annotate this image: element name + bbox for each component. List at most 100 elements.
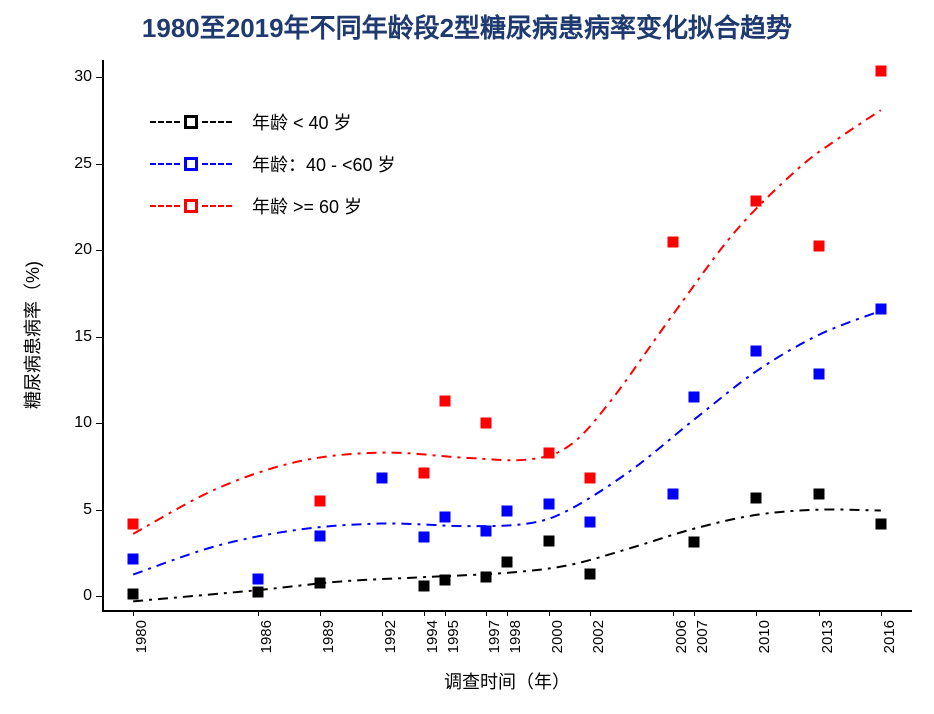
legend-marker-40to60 xyxy=(184,157,198,171)
legend-line-under40 xyxy=(150,121,180,123)
chart-container: 1980至2019年不同年龄段2型糖尿病患病率变化拟合趋势 0 5 10 15 20 25… xyxy=(0,0,934,714)
x-tick-label: 1997 xyxy=(486,620,503,653)
data-point-40to60 xyxy=(128,553,139,564)
chart-title: 1980至2019年不同年龄段2型糖尿病患病率变化拟合趋势 xyxy=(0,8,934,45)
y-tick-mark xyxy=(96,423,102,424)
data-point-over60 xyxy=(875,66,886,77)
data-point-40to60 xyxy=(813,368,824,379)
data-point-over60 xyxy=(751,195,762,206)
y-tick-label: 5 xyxy=(52,501,92,519)
x-tick-mark xyxy=(673,610,674,616)
legend-line-over60 xyxy=(150,205,180,207)
y-tick-mark xyxy=(96,510,102,511)
x-tick-label: 1994 xyxy=(424,620,441,653)
data-point-40to60 xyxy=(751,345,762,356)
data-point-over60 xyxy=(481,418,492,429)
data-point-under40 xyxy=(252,587,263,598)
x-tick-mark xyxy=(445,610,446,616)
legend-row-over60: 年龄 >= 60 岁 xyxy=(150,194,396,218)
y-tick-label: 25 xyxy=(52,155,92,173)
legend-line-40to60 xyxy=(202,163,232,165)
data-point-over60 xyxy=(315,496,326,507)
data-point-40to60 xyxy=(585,516,596,527)
x-tick-label: 1995 xyxy=(445,620,462,653)
x-tick-label: 2013 xyxy=(819,620,836,653)
data-point-over60 xyxy=(543,447,554,458)
x-tick-mark xyxy=(133,610,134,616)
data-point-40to60 xyxy=(418,532,429,543)
x-tick-label: 2010 xyxy=(756,620,773,653)
x-tick-mark xyxy=(258,610,259,616)
trend-line-40to60 xyxy=(133,311,881,575)
y-axis-title: 糖尿病患病率（%) xyxy=(19,261,45,409)
x-tick-mark xyxy=(486,610,487,616)
data-point-under40 xyxy=(315,578,326,589)
data-point-40to60 xyxy=(252,573,263,584)
y-tick-mark xyxy=(96,337,102,338)
y-tick-mark xyxy=(96,596,102,597)
x-tick-mark xyxy=(320,610,321,616)
legend-row-40to60: 年龄：40 - <60 岁 xyxy=(150,152,396,176)
data-point-40to60 xyxy=(502,506,513,517)
data-point-40to60 xyxy=(688,392,699,403)
x-tick-mark xyxy=(549,610,550,616)
x-tick-label: 2006 xyxy=(673,620,690,653)
legend-marker-under40 xyxy=(184,115,198,129)
data-point-40to60 xyxy=(668,489,679,500)
data-point-under40 xyxy=(813,489,824,500)
data-point-40to60 xyxy=(377,472,388,483)
x-tick-label: 2007 xyxy=(694,620,711,653)
x-axis-title: 调查时间（年） xyxy=(444,668,570,694)
data-point-over60 xyxy=(668,236,679,247)
x-tick-mark xyxy=(424,610,425,616)
legend-line-40to60 xyxy=(150,163,180,165)
x-tick-mark xyxy=(382,610,383,616)
x-tick-label: 2000 xyxy=(549,620,566,653)
x-tick-label: 2002 xyxy=(590,620,607,653)
legend-label-over60: 年龄 >= 60 岁 xyxy=(252,193,362,219)
y-axis-line xyxy=(102,60,104,610)
data-point-under40 xyxy=(875,519,886,530)
data-point-over60 xyxy=(585,472,596,483)
data-point-over60 xyxy=(439,395,450,406)
legend-row-under40: 年龄 < 40 岁 xyxy=(150,110,396,134)
data-point-under40 xyxy=(751,493,762,504)
x-tick-mark xyxy=(819,610,820,616)
data-point-40to60 xyxy=(875,304,886,315)
x-tick-mark xyxy=(590,610,591,616)
legend: 年龄 < 40 岁年龄：40 - <60 岁年龄 >= 60 岁 xyxy=(150,110,396,236)
y-tick-mark xyxy=(96,164,102,165)
y-tick-label: 10 xyxy=(52,414,92,432)
x-tick-mark xyxy=(756,610,757,616)
y-tick-label: 15 xyxy=(52,328,92,346)
data-point-under40 xyxy=(585,568,596,579)
data-point-under40 xyxy=(439,574,450,585)
data-point-under40 xyxy=(418,580,429,591)
legend-label-40to60: 年龄：40 - <60 岁 xyxy=(252,151,396,177)
x-tick-mark xyxy=(507,610,508,616)
x-tick-mark xyxy=(694,610,695,616)
data-point-40to60 xyxy=(315,530,326,541)
data-point-40to60 xyxy=(439,511,450,522)
legend-line-over60 xyxy=(202,205,232,207)
data-point-over60 xyxy=(813,240,824,251)
y-tick-mark xyxy=(96,250,102,251)
legend-label-under40: 年龄 < 40 岁 xyxy=(252,109,352,135)
data-point-40to60 xyxy=(543,498,554,509)
data-point-over60 xyxy=(418,468,429,479)
x-tick-label: 1989 xyxy=(320,620,337,653)
data-point-40to60 xyxy=(481,526,492,537)
x-tick-label: 1980 xyxy=(133,620,150,653)
legend-line-under40 xyxy=(202,121,232,123)
y-tick-label: 0 xyxy=(52,587,92,605)
data-point-over60 xyxy=(128,518,139,529)
x-tick-label: 1992 xyxy=(382,620,399,653)
x-tick-mark xyxy=(881,610,882,616)
data-point-under40 xyxy=(688,536,699,547)
data-point-under40 xyxy=(543,535,554,546)
y-tick-label: 20 xyxy=(52,241,92,259)
x-tick-label: 2016 xyxy=(881,620,898,653)
data-point-under40 xyxy=(481,572,492,583)
x-tick-label: 1998 xyxy=(507,620,524,653)
y-tick-mark xyxy=(96,77,102,78)
